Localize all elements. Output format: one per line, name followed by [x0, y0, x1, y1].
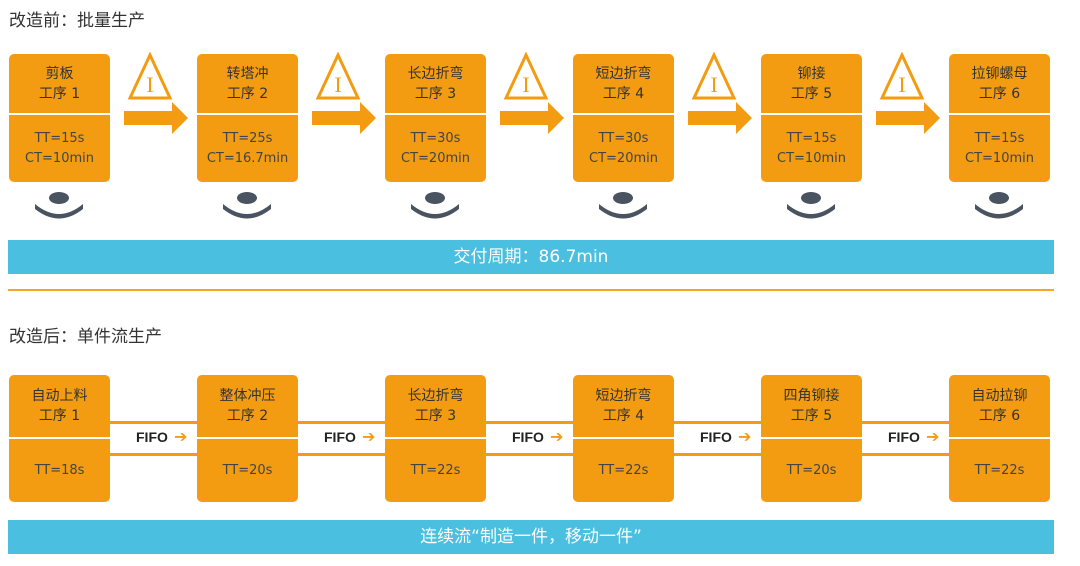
takt-time: TT=22s: [410, 462, 461, 478]
takt-time: TT=18s: [34, 462, 85, 478]
process-step: 工序 4: [602, 85, 645, 102]
process-box: 长边折弯工序 3 TT=30s CT=20min: [385, 54, 486, 182]
divider: [8, 289, 1054, 291]
cycle-time: CT=10min: [25, 150, 94, 166]
process-box: 长边折弯工序 3 TT=22s: [385, 375, 486, 502]
inventory-warning-icon: I: [691, 52, 737, 100]
process-name: 短边折弯: [595, 388, 652, 404]
process-step: 工序 2: [226, 408, 269, 424]
takt-time: TT=15s: [786, 130, 837, 146]
inventory-symbol: I: [146, 72, 153, 97]
takt-time: TT=30s: [598, 130, 649, 146]
process-box: 转塔冲工序 2 TT=25s CT=16.7min: [197, 54, 298, 182]
fifo-label: FIFO: [136, 429, 168, 445]
process-step: 工序 6: [978, 408, 1021, 424]
fifo-label: FIFO: [324, 429, 356, 445]
arrow-right-icon: ➔: [550, 427, 564, 446]
takt-time: TT=20s: [786, 462, 837, 478]
fifo-lane: FIFO ➔: [674, 421, 761, 457]
process-box: 短边折弯工序 4 TT=22s: [573, 375, 674, 502]
inventory-warning-icon: I: [315, 52, 361, 100]
process-name: 四角铆接: [783, 388, 840, 404]
push-arrow-icon: [124, 102, 188, 134]
process-name: 自动上料: [31, 388, 88, 404]
process-step: 工序 6: [978, 85, 1021, 102]
cycle-time: CT=20min: [589, 150, 658, 166]
takt-time: TT=15s: [974, 130, 1025, 146]
cycle-time: CT=20min: [401, 150, 470, 166]
process-box: 自动拉铆工序 6 TT=22s: [949, 375, 1050, 502]
push-arrow-icon: [688, 102, 752, 134]
fifo-lane: FIFO ➔: [110, 421, 197, 457]
operator-icon: [35, 192, 83, 219]
process-box: 四角铆接工序 5 TT=20s: [761, 375, 862, 502]
fifo-label: FIFO: [512, 429, 544, 445]
process-step: 工序 3: [414, 408, 457, 424]
process-box: 整体冲压工序 2 TT=20s: [197, 375, 298, 502]
operator-icon: [787, 192, 835, 219]
process-step: 工序 1: [38, 85, 81, 102]
takt-time: TT=25s: [222, 130, 273, 146]
inventory-symbol: I: [710, 72, 717, 97]
flow-bar: 连续流“制造一件，移动一件”: [8, 520, 1054, 554]
cycle-time: CT=10min: [965, 150, 1034, 166]
fifo-lane: FIFO ➔: [862, 421, 949, 457]
process-step: 工序 5: [790, 85, 833, 102]
inventory-warning-icon: I: [503, 52, 549, 100]
push-arrow-icon: [876, 102, 940, 134]
operator-icon: [411, 192, 459, 219]
process-name: 自动拉铆: [971, 388, 1028, 404]
takt-time: TT=15s: [34, 130, 85, 146]
process-name: 长边折弯: [407, 65, 464, 82]
push-arrow-icon: [500, 102, 564, 134]
arrow-right-icon: ➔: [362, 427, 376, 446]
inventory-warning-icon: I: [879, 52, 925, 100]
after-title: 改造后：单件流生产: [9, 327, 162, 347]
inventory-warning-icon: I: [127, 52, 173, 100]
takt-time: TT=22s: [974, 462, 1025, 478]
arrow-right-icon: ➔: [926, 427, 940, 446]
process-step: 工序 2: [226, 85, 269, 102]
process-box: 自动上料工序 1 TT=18s: [9, 375, 110, 502]
process-box: 短边折弯工序 4 TT=30s CT=20min: [573, 54, 674, 182]
process-box: 剪板工序 1 TT=15s CT=10min: [9, 54, 110, 182]
fifo-label: FIFO: [700, 429, 732, 445]
arrow-right-icon: ➔: [174, 427, 188, 446]
fifo-lane: FIFO ➔: [298, 421, 385, 457]
process-name: 长边折弯: [407, 388, 464, 404]
lead-time-bar: 交付周期：86.7min: [8, 240, 1054, 274]
inventory-symbol: I: [334, 72, 341, 97]
takt-time: TT=20s: [222, 462, 273, 478]
process-name: 整体冲压: [219, 388, 276, 404]
process-step: 工序 1: [38, 408, 81, 424]
push-arrow-icon: [312, 102, 376, 134]
before-title: 改造前：批量生产: [9, 11, 145, 31]
process-box: 铆接工序 5 TT=15s CT=10min: [761, 54, 862, 182]
arrow-right-icon: ➔: [738, 427, 752, 446]
process-name: 转塔冲: [226, 65, 269, 82]
cycle-time: CT=16.7min: [206, 150, 289, 166]
process-name: 剪板: [45, 65, 74, 82]
process-step: 工序 5: [790, 408, 833, 424]
operator-icon: [599, 192, 647, 219]
operator-icon: [975, 192, 1023, 219]
cycle-time: CT=10min: [777, 150, 846, 166]
process-step: 工序 4: [602, 408, 645, 424]
takt-time: TT=30s: [410, 130, 461, 146]
process-name: 拉铆螺母: [971, 65, 1028, 82]
takt-time: TT=22s: [598, 462, 649, 478]
inventory-symbol: I: [522, 72, 529, 97]
fifo-lane: FIFO ➔: [486, 421, 573, 457]
fifo-label: FIFO: [888, 429, 920, 445]
process-step: 工序 3: [414, 85, 457, 102]
process-box: 拉铆螺母工序 6 TT=15s CT=10min: [949, 54, 1050, 182]
inventory-symbol: I: [898, 72, 905, 97]
process-name: 铆接: [797, 65, 826, 82]
operator-icon: [223, 192, 271, 219]
process-name: 短边折弯: [595, 65, 652, 82]
